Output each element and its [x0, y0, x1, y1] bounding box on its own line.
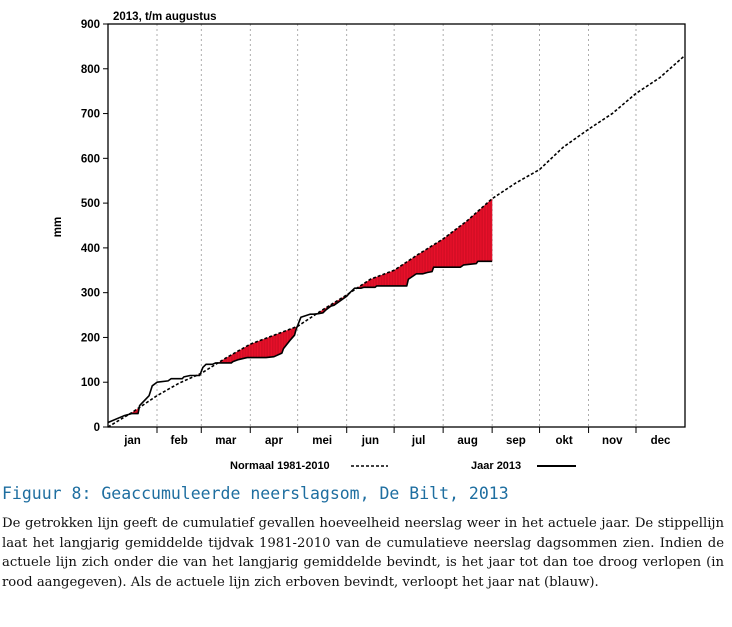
y-tick-label: 400	[81, 243, 100, 255]
series-line-jaar-2013	[107, 260, 493, 424]
month-label-apr: apr	[265, 435, 283, 447]
chart-grid	[156, 24, 637, 427]
y-tick-label: 300	[81, 288, 100, 300]
y-tick-label: 100	[81, 377, 100, 389]
cumulative-precipitation-chart: 0 100 200 300 400 500 600 700 800 900 jan feb mar apr…	[52, 11, 686, 472]
deficit-area	[108, 198, 493, 423]
y-tick-label: 800	[81, 64, 100, 76]
month-label-dec: dec	[651, 435, 671, 447]
deficit-fill	[108, 198, 493, 423]
plot-frame	[107, 23, 686, 428]
figure-caption-title: Figuur 8: Geaccumuleerde neerslagsom, De…	[2, 484, 509, 503]
series-lines	[107, 54, 686, 428]
y-tick-label: 0	[94, 422, 100, 434]
y-tick-label: 200	[81, 332, 100, 344]
figure-caption-body: De getrokken lijn geeft de cumulatief ge…	[2, 516, 724, 590]
month-label-sep: sep	[506, 435, 526, 447]
y-tick-label: 700	[81, 109, 100, 121]
y-tick-label: 900	[81, 19, 100, 31]
legend: Normaal 1981-2010 Jaar 2013	[230, 460, 576, 472]
y-axis-label: mm	[52, 217, 64, 237]
month-label-okt: okt	[555, 435, 572, 447]
month-label-jun: jun	[361, 435, 379, 447]
month-label-jul: jul	[411, 435, 425, 447]
chart-title: 2013, t/m augustus	[113, 11, 217, 23]
month-label-feb: feb	[171, 435, 188, 447]
series-line-normaal	[107, 54, 686, 428]
axis-ticks: 0 100 200 300 400 500 600 700 800 900 jan feb mar apr…	[81, 19, 671, 447]
month-label-jan: jan	[123, 435, 141, 447]
month-label-mei: mei	[312, 435, 332, 447]
legend-label-jaar: Jaar 2013	[471, 460, 521, 472]
month-label-aug: aug	[457, 435, 477, 447]
y-tick-label: 500	[81, 198, 100, 210]
y-tick-label: 600	[81, 153, 100, 165]
month-label-mar: mar	[215, 435, 237, 447]
month-label-nov: nov	[602, 435, 623, 447]
legend-label-normaal: Normaal 1981-2010	[230, 460, 330, 472]
